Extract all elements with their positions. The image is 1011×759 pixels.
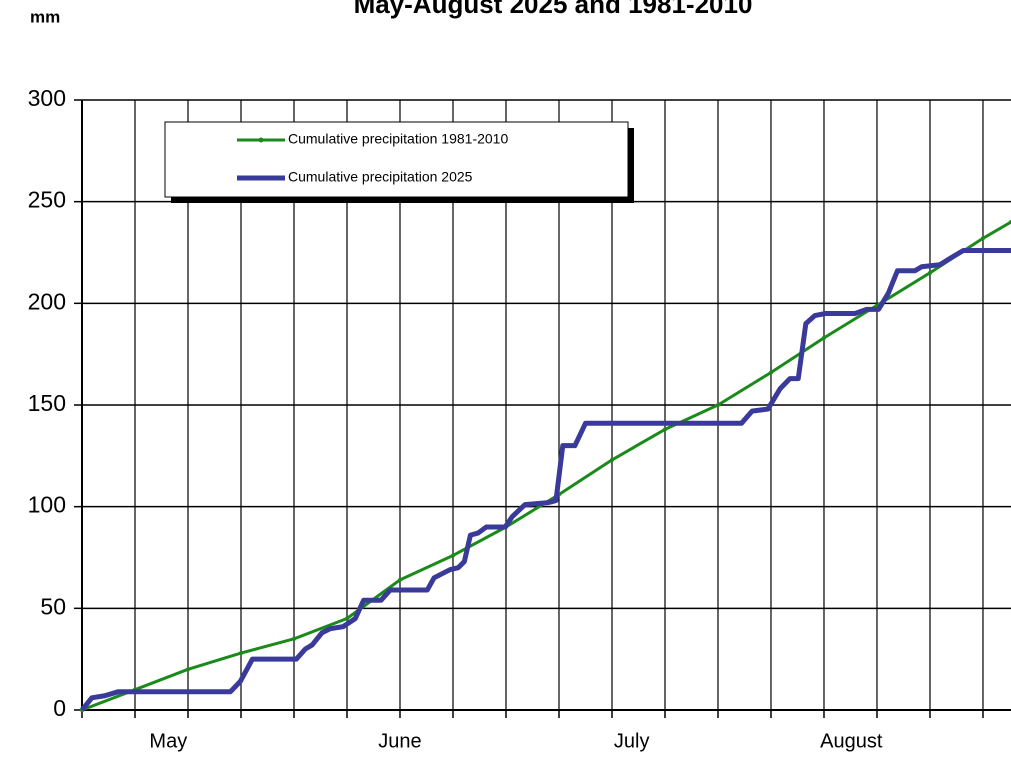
point bbox=[821, 335, 826, 340]
y-tick-label: 50 bbox=[40, 593, 66, 619]
y-unit: mm bbox=[30, 7, 60, 26]
legend-marker bbox=[258, 137, 264, 143]
series-line bbox=[80, 247, 1011, 712]
point bbox=[397, 577, 402, 582]
y-tick-label: 200 bbox=[28, 288, 66, 314]
x-tick-label: August bbox=[820, 730, 883, 752]
point bbox=[662, 427, 667, 432]
point bbox=[450, 553, 455, 558]
point bbox=[238, 651, 243, 656]
point bbox=[291, 636, 296, 641]
y-tick-label: 100 bbox=[28, 492, 66, 518]
y-tick-label: 150 bbox=[28, 390, 66, 416]
point bbox=[980, 236, 985, 241]
point bbox=[344, 616, 349, 621]
chart-title: May-August 2025 and 1981-2010 bbox=[354, 0, 753, 19]
legend bbox=[164, 121, 629, 198]
point bbox=[715, 403, 720, 407]
x-tick-label: June bbox=[378, 730, 421, 752]
y-tick-label: 0 bbox=[53, 695, 66, 721]
y-tick-label: 300 bbox=[28, 85, 66, 111]
series-line bbox=[81, 220, 1011, 712]
x-tick-label: July bbox=[614, 730, 650, 752]
point bbox=[609, 457, 614, 462]
x-tick-label: May bbox=[149, 730, 187, 752]
point bbox=[185, 667, 190, 672]
legend-label: Cumulative precipitation 2025 bbox=[288, 169, 473, 185]
point bbox=[768, 370, 773, 375]
legend-label: Cumulative precipitation 1981-2010 bbox=[288, 131, 508, 147]
y-tick-label: 250 bbox=[28, 187, 66, 213]
point bbox=[927, 270, 932, 275]
